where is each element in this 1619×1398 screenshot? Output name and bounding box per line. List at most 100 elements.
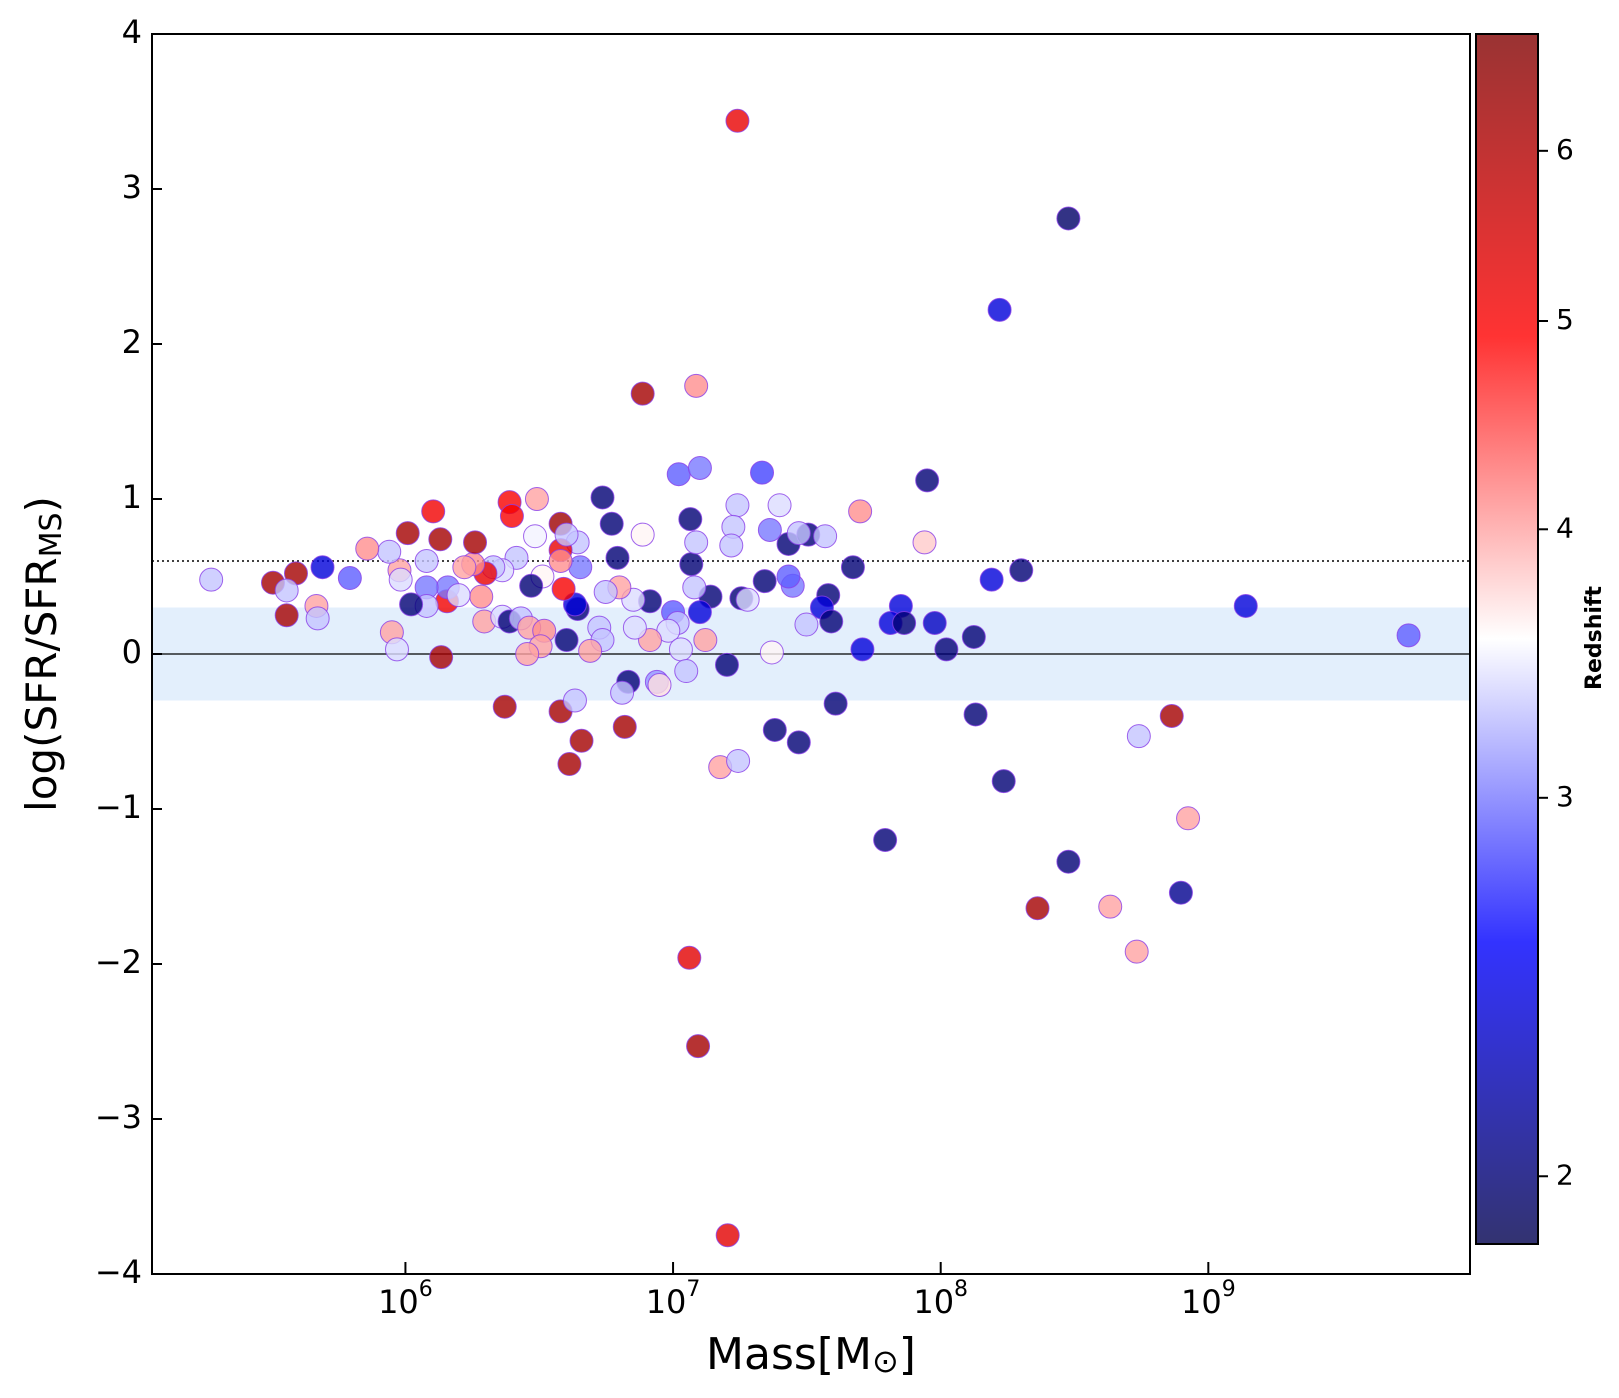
colorbar-tick-label: 5: [1556, 303, 1574, 336]
y-label-text: log(SFR/SFR: [17, 557, 66, 812]
plot-area: [152, 108, 1470, 1248]
data-point: [794, 612, 819, 637]
data-point: [848, 499, 873, 524]
data-point: [674, 659, 699, 684]
x-tick-exponent: 8: [954, 1277, 968, 1302]
y-tick-label: 2: [122, 323, 142, 361]
x-tick-base: 10: [646, 1283, 687, 1321]
data-point: [813, 524, 838, 549]
colorbar-label: Redshift: [1582, 586, 1607, 690]
data-point: [1098, 894, 1123, 919]
data-point: [612, 714, 637, 739]
data-point: [523, 524, 548, 549]
data-point: [599, 511, 624, 536]
colorbar-tick-label: 3: [1556, 780, 1574, 813]
data-point: [892, 611, 917, 635]
data-point: [399, 592, 424, 617]
x-tick-base: 10: [378, 1283, 419, 1321]
data-point: [622, 615, 647, 640]
data-point: [684, 373, 709, 398]
data-point: [274, 603, 299, 628]
data-point: [610, 680, 635, 705]
data-point: [750, 460, 775, 485]
data-point: [463, 530, 488, 555]
data-point: [1009, 558, 1034, 583]
data-point: [421, 499, 446, 524]
data-point: [1126, 724, 1151, 749]
data-point: [429, 645, 454, 670]
data-point: [963, 702, 988, 727]
data-point: [1176, 806, 1201, 831]
colorbar-tick-label: 6: [1556, 133, 1574, 166]
data-point: [991, 769, 1016, 794]
data-point: [647, 673, 672, 697]
data-point: [1025, 896, 1050, 921]
data-point: [554, 522, 579, 547]
data-point: [767, 493, 792, 518]
data-point: [554, 628, 579, 653]
data-point: [337, 566, 362, 591]
data-point: [823, 691, 848, 716]
data-point: [735, 587, 760, 612]
data-point: [678, 507, 703, 532]
data-point: [682, 575, 707, 600]
y-tick-label: −3: [95, 1098, 142, 1136]
data-point: [725, 493, 750, 518]
data-point: [873, 828, 898, 852]
x-tick-label: 108: [913, 1277, 968, 1321]
data-point: [355, 536, 380, 561]
y-tick-label: −1: [95, 788, 142, 826]
y-tick-label: 0: [122, 633, 142, 671]
data-point: [199, 567, 224, 592]
data-point: [562, 688, 587, 713]
data-point: [757, 518, 782, 542]
data-point: [384, 637, 409, 662]
data-point: [715, 1223, 740, 1248]
y-tick-label: −2: [95, 943, 142, 981]
x-tick-exponent: 9: [1222, 1277, 1236, 1302]
data-point: [679, 552, 704, 577]
data-point: [934, 637, 959, 662]
data-point: [310, 555, 335, 580]
data-point: [726, 748, 751, 773]
x-tick-exponent: 7: [686, 1277, 700, 1302]
data-point: [987, 297, 1012, 322]
data-point: [819, 609, 844, 634]
data-point: [776, 564, 801, 589]
data-point: [1233, 593, 1258, 618]
data-point: [519, 573, 544, 598]
data-point: [1168, 880, 1193, 905]
data-point: [499, 504, 524, 529]
x-axis-label: Mass[M⊙]: [706, 1329, 916, 1380]
data-point: [557, 752, 582, 777]
x-tick-label: 107: [646, 1277, 701, 1321]
data-point: [446, 583, 471, 608]
y-tick-label: 4: [122, 13, 142, 51]
data-point: [762, 717, 787, 742]
data-point: [668, 637, 693, 662]
colorbar: [1475, 33, 1539, 1245]
data-point: [630, 522, 655, 547]
data-point: [428, 527, 453, 552]
data-point: [725, 108, 750, 133]
x-label-text: Mass[M: [706, 1329, 872, 1380]
x-tick-exponent: 6: [419, 1277, 433, 1302]
data-point: [915, 468, 940, 493]
x-tick-base: 10: [913, 1283, 954, 1321]
data-point: [1396, 623, 1421, 648]
data-point: [395, 521, 420, 546]
data-point: [492, 694, 517, 719]
y-label-sub: MS: [34, 512, 69, 557]
data-point: [979, 567, 1004, 592]
colorbar-tick-label: 2: [1556, 1158, 1574, 1191]
y-tick-label: 3: [122, 168, 142, 206]
data-point: [578, 638, 603, 663]
data-point: [912, 530, 937, 555]
data-point: [922, 611, 947, 635]
data-point: [274, 578, 299, 603]
data-point: [684, 530, 709, 555]
data-point: [786, 730, 811, 755]
y-label-end: ): [17, 496, 66, 512]
data-point: [515, 642, 540, 666]
